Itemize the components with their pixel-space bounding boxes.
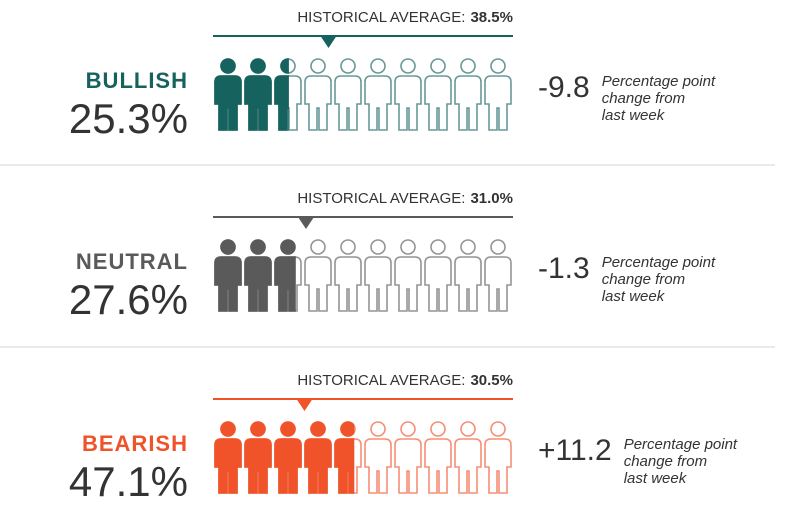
icon-outline-body bbox=[454, 438, 482, 494]
icon-outline-body bbox=[454, 256, 482, 312]
sentiment-label: BEARISH bbox=[82, 431, 188, 456]
icon-body bbox=[214, 438, 242, 494]
icon-outline-head bbox=[400, 58, 416, 74]
icon-outline-body bbox=[304, 256, 332, 312]
icon-head bbox=[280, 421, 296, 437]
icon-head bbox=[220, 58, 236, 74]
sentiment-label: NEUTRAL bbox=[76, 249, 188, 274]
average-label: HISTORICAL AVERAGE: bbox=[297, 9, 465, 26]
icon-body bbox=[244, 256, 272, 312]
icon-outline-body bbox=[424, 75, 452, 131]
change-note: change from bbox=[624, 453, 707, 470]
icon-head bbox=[220, 421, 236, 437]
icon-outline-body bbox=[364, 75, 392, 131]
icons-filled bbox=[214, 421, 355, 494]
icon-outline-head bbox=[370, 239, 386, 255]
icon-body bbox=[334, 438, 355, 494]
change-value: -1.3 bbox=[538, 252, 590, 285]
average-marker bbox=[298, 217, 314, 229]
icon-outline-body bbox=[364, 438, 392, 494]
icon-outline-head bbox=[400, 421, 416, 437]
change-note: change from bbox=[602, 90, 685, 107]
change-note: Percentage point bbox=[624, 436, 738, 453]
sentiment-value: 25.3% bbox=[69, 95, 188, 142]
icon-outline-head bbox=[490, 421, 506, 437]
average-value: 31.0% bbox=[470, 190, 513, 207]
icon-outline-head bbox=[400, 239, 416, 255]
average-value: 30.5% bbox=[470, 372, 513, 389]
icon-body bbox=[274, 256, 296, 312]
icon-body bbox=[304, 438, 332, 494]
sentiment-value: 27.6% bbox=[69, 276, 188, 323]
average-marker bbox=[320, 36, 337, 48]
icon-outline-body bbox=[334, 256, 362, 312]
icon-outline-body bbox=[484, 438, 512, 494]
change-note: last week bbox=[602, 288, 666, 305]
icon-body bbox=[214, 75, 242, 131]
icon-outline-body bbox=[394, 438, 422, 494]
sentiment-label: BULLISH bbox=[86, 68, 188, 93]
change-value: -9.8 bbox=[538, 71, 590, 104]
icon-head bbox=[220, 239, 236, 255]
icon-head bbox=[250, 58, 266, 74]
icon-outline-head bbox=[490, 58, 506, 74]
icon-body bbox=[274, 75, 289, 131]
icon-outline-body bbox=[394, 75, 422, 131]
icon-head bbox=[310, 421, 326, 437]
icon-head bbox=[250, 421, 266, 437]
icons-filled bbox=[214, 58, 289, 131]
icon-outline-body bbox=[454, 75, 482, 131]
icon-outline-head bbox=[310, 58, 326, 74]
change-value: +11.2 bbox=[538, 434, 612, 467]
sentiment-value: 47.1% bbox=[69, 458, 188, 505]
icon-body bbox=[244, 75, 272, 131]
icon-head bbox=[280, 58, 289, 74]
icon-outline-body bbox=[364, 256, 392, 312]
icon-outline-head bbox=[430, 239, 446, 255]
change-note: change from bbox=[602, 271, 685, 288]
average-label: HISTORICAL AVERAGE: bbox=[297, 190, 465, 207]
icon-outline-head bbox=[340, 239, 356, 255]
icon-outline-body bbox=[424, 438, 452, 494]
average-value: 38.5% bbox=[470, 9, 513, 26]
icon-outline-head bbox=[460, 421, 476, 437]
average-label: HISTORICAL AVERAGE: bbox=[297, 372, 465, 389]
icon-outline-body bbox=[394, 256, 422, 312]
icon-outline-head bbox=[460, 239, 476, 255]
icon-outline-head bbox=[430, 421, 446, 437]
icon-outline-head bbox=[370, 421, 386, 437]
icon-outline-head bbox=[430, 58, 446, 74]
icon-outline-head bbox=[340, 58, 356, 74]
change-note: Percentage point bbox=[602, 254, 716, 271]
icon-body bbox=[274, 438, 302, 494]
average-marker bbox=[296, 399, 313, 411]
icon-body bbox=[214, 256, 242, 312]
icon-outline-body bbox=[424, 256, 452, 312]
icon-outline-head bbox=[310, 239, 326, 255]
icon-outline-head bbox=[460, 58, 476, 74]
change-note: last week bbox=[602, 107, 666, 124]
icon-outline-head bbox=[490, 239, 506, 255]
icon-outline-body bbox=[304, 75, 332, 131]
icon-body bbox=[244, 438, 272, 494]
change-note: Percentage point bbox=[602, 73, 716, 90]
icon-head bbox=[340, 421, 355, 437]
change-note: last week bbox=[624, 470, 688, 487]
icon-outline-body bbox=[484, 75, 512, 131]
icon-head bbox=[280, 239, 296, 255]
icon-outline-head bbox=[370, 58, 386, 74]
icons-filled bbox=[214, 239, 296, 312]
icon-outline-body bbox=[334, 75, 362, 131]
icon-head bbox=[250, 239, 266, 255]
icon-outline-body bbox=[484, 256, 512, 312]
